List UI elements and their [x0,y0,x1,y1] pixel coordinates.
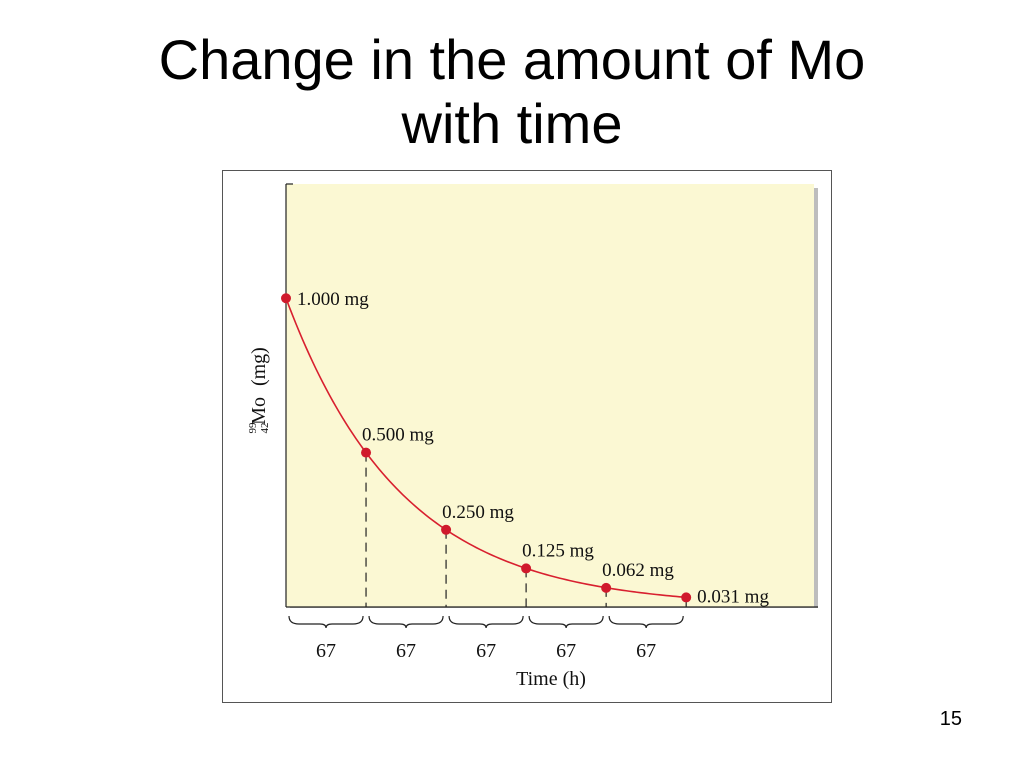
point-label: 0.031 mg [697,586,769,607]
data-point [681,592,692,603]
data-point [441,524,452,535]
interval-braces [288,615,684,629]
interval-brace [288,615,364,629]
y-axis-label: Mo (mg) 99 42 [247,347,271,433]
point-label: 0.500 mg [362,425,434,446]
interval-label: 67 [316,640,336,662]
y-axis-symbol: Mo [248,397,270,425]
decay-chart: 1.000 mg 0.500 mg 0.250 mg 0.125 mg 0.062 mg… [247,183,818,690]
point-labels: 1.000 mg 0.500 mg 0.250 mg 0.125 mg 0.062 mg… [297,289,769,607]
interval-label: 67 [556,640,576,662]
data-point [361,447,372,458]
data-point [521,563,532,574]
slide-title: Change in the amount of Mo with time [0,28,1024,156]
interval-brace [608,615,684,629]
y-axis-unit: (mg) [248,347,270,386]
y-axis-mass-number: 99 [247,422,259,434]
decay-curve [285,297,687,599]
y-axis-atomic-number: 42 [259,423,271,434]
slide-title-line-2: with time [401,92,623,155]
point-label: 0.125 mg [522,540,594,561]
data-points [281,293,692,603]
slide-title-line-1: Change in the amount of Mo [158,28,866,91]
point-label: 0.062 mg [602,560,674,581]
point-label: 1.000 mg [297,289,369,310]
data-point [601,582,612,593]
svg-text:Mo (mg): Mo (mg) [248,347,270,425]
interval-brace [528,615,604,629]
interval-label: 67 [636,640,656,662]
point-label: 0.250 mg [442,502,514,523]
x-axis-label: Time (h) [516,668,586,690]
interval-brace [448,615,524,629]
data-point [281,293,291,304]
interval-label: 67 [396,640,416,662]
interval-brace [368,615,444,629]
plot-background [286,184,814,607]
interval-labels: 67 67 67 67 67 [316,640,656,662]
figure-frame: 1.000 mg 0.500 mg 0.250 mg 0.125 mg 0.062 mg… [222,170,832,703]
page-number: 15 [939,708,962,730]
interval-label: 67 [476,640,496,662]
